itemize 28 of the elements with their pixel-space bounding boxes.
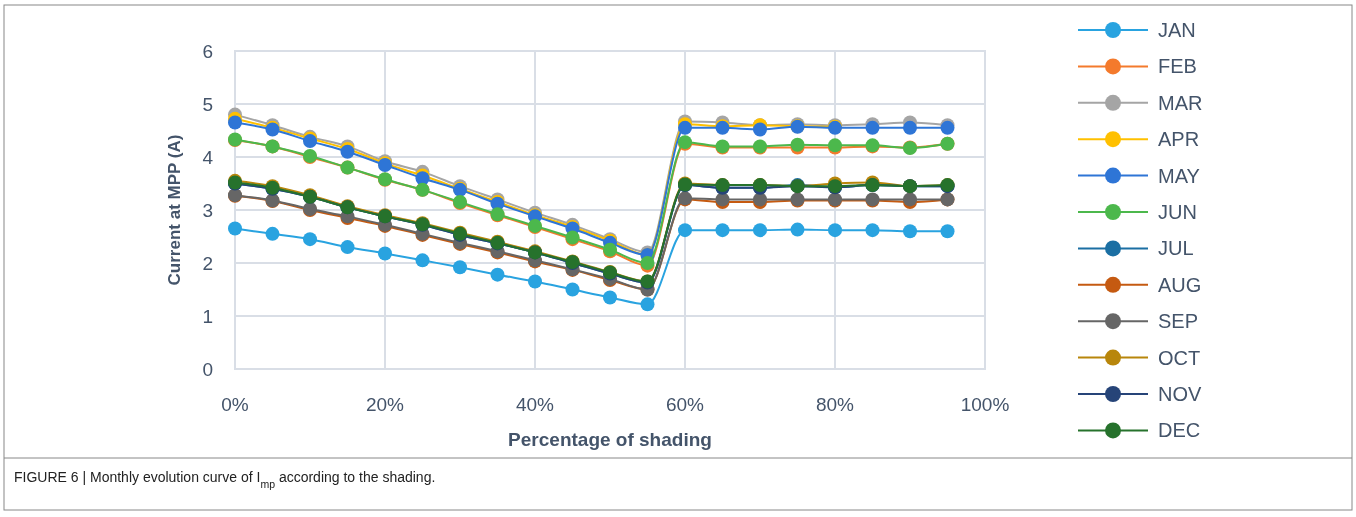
y-tick-label: 2 (202, 252, 213, 274)
legend-label: JUN (1158, 201, 1197, 223)
y-tick-label: 5 (202, 93, 213, 115)
x-tick-label: 100% (960, 394, 1010, 415)
y-tick-label: 1 (202, 305, 213, 327)
x-axis-title: Percentage of shading (508, 429, 712, 450)
y-tick-label: 0 (202, 358, 213, 380)
y-axis-title: Current at MPP (A) (165, 134, 184, 286)
legend-label: APR (1158, 128, 1200, 151)
legend-label: OCT (1158, 346, 1201, 369)
legend-label: NOV (1158, 383, 1202, 405)
x-tick-label: 40% (515, 394, 555, 415)
x-tick-label: 80% (815, 394, 855, 415)
y-tick-label: 3 (202, 199, 213, 221)
legend-label: MAY (1158, 164, 1200, 187)
legend-label: JAN (1158, 19, 1196, 41)
y-tick-label: 4 (202, 146, 214, 168)
legend-label: JUL (1158, 237, 1194, 260)
legend-label: FEB (1158, 55, 1197, 78)
legend-label: MAR (1158, 91, 1203, 114)
y-tick-label: 6 (202, 40, 213, 62)
legend-label: AUG (1158, 273, 1202, 296)
x-tick-label: 20% (365, 394, 405, 415)
caption: FIGURE 6 | Monthly evolution curve of I$_{mp}$ according to the shading. (14, 469, 436, 490)
x-tick-label: 0% (221, 394, 249, 415)
legend-label: DEC (1158, 419, 1201, 442)
x-tick-label: 60% (665, 394, 705, 415)
legend-label: SEP (1158, 310, 1199, 333)
